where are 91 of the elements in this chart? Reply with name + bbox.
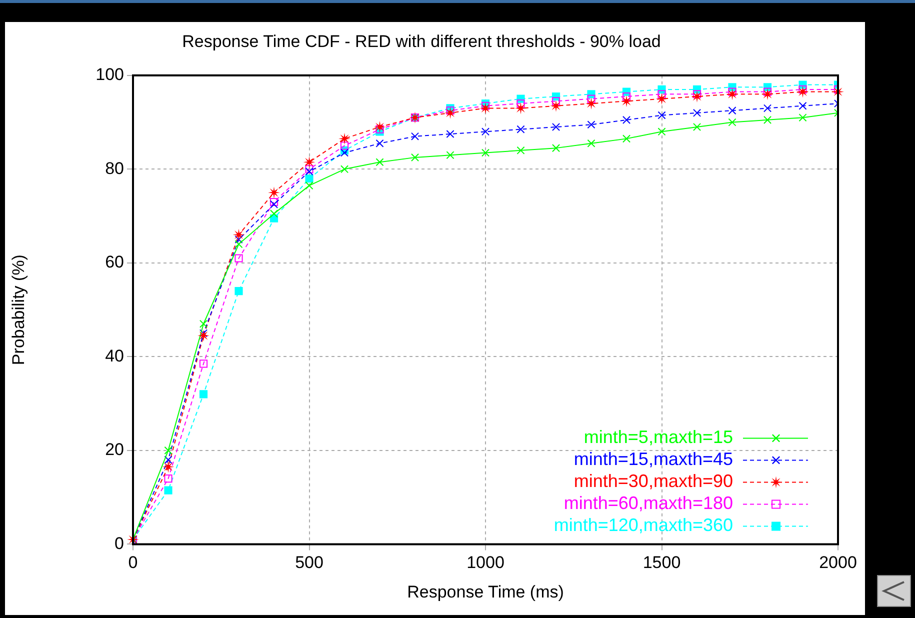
- point: [340, 165, 349, 174]
- point: [481, 128, 490, 136]
- point: [620, 95, 632, 108]
- point: [622, 116, 631, 124]
- point: [198, 330, 210, 342]
- point: [340, 142, 349, 150]
- point: [726, 88, 738, 100]
- point: [164, 474, 172, 483]
- point: [481, 148, 490, 157]
- point: [587, 120, 596, 129]
- point: [376, 158, 384, 166]
- x-tick-label: 500: [295, 553, 324, 572]
- point: [552, 144, 560, 152]
- point: [587, 139, 596, 148]
- point: [199, 320, 208, 328]
- x-axis-title: Response Time (ms): [407, 582, 564, 602]
- point: [656, 92, 668, 105]
- point: [692, 108, 702, 117]
- point: [340, 148, 349, 157]
- point: [234, 254, 243, 262]
- x-tick-label: 1000: [466, 553, 504, 572]
- point: [798, 102, 807, 110]
- legend-label: minth=60,maxth=180: [564, 493, 733, 514]
- point: [376, 139, 384, 148]
- point: [305, 167, 314, 176]
- point: [692, 122, 702, 132]
- y-tick-label: 80: [105, 158, 124, 178]
- point: [303, 156, 316, 168]
- point: [763, 88, 772, 96]
- y-tick-label: 100: [96, 65, 124, 84]
- point: [622, 134, 631, 143]
- x-tick-label: 0: [128, 553, 138, 572]
- point: [199, 360, 208, 368]
- point: [164, 446, 172, 454]
- point: [762, 88, 774, 100]
- point: [374, 120, 386, 133]
- point: [164, 456, 172, 464]
- y-tick-label: 20: [105, 440, 124, 460]
- point: [162, 460, 174, 473]
- point: [234, 240, 243, 248]
- point: [164, 486, 172, 494]
- point: [305, 174, 314, 183]
- point: [514, 102, 527, 114]
- point: [305, 182, 314, 190]
- x-tick-label: 2000: [819, 553, 857, 572]
- point: [234, 235, 243, 244]
- legend-label: minth=5,maxth=15: [584, 427, 733, 448]
- point: [728, 118, 736, 126]
- point: [446, 130, 454, 138]
- point: [587, 94, 596, 103]
- point: [691, 90, 703, 102]
- point: [516, 99, 525, 108]
- point: [444, 106, 456, 119]
- point: [763, 116, 772, 124]
- point: [796, 86, 809, 98]
- point: [480, 102, 492, 114]
- point: [446, 151, 454, 160]
- legend-label: minth=30,maxth=90: [574, 471, 733, 492]
- x-tick-label: 1500: [642, 553, 681, 572]
- point: [234, 287, 243, 296]
- point: [552, 122, 560, 132]
- y-tick-label: 60: [105, 252, 124, 272]
- point: [232, 228, 245, 241]
- point: [692, 90, 702, 98]
- point: [798, 114, 807, 122]
- point: [585, 98, 598, 110]
- chart-title: Response Time CDF - RED with different thresholds - 90% load: [182, 32, 661, 51]
- point: [728, 106, 736, 115]
- point: [658, 111, 666, 120]
- point: [410, 132, 420, 140]
- point: [550, 100, 562, 112]
- point: [763, 104, 772, 112]
- point: [305, 165, 314, 174]
- y-axis-title: Probability (%): [8, 254, 28, 366]
- point: [270, 198, 278, 206]
- point: [410, 153, 420, 162]
- y-tick-label: 0: [114, 534, 124, 553]
- point: [338, 132, 350, 145]
- legend-label: minth=120,maxth=360: [554, 515, 733, 536]
- point: [516, 146, 525, 154]
- point: [199, 390, 208, 398]
- y-tick-label: 40: [105, 346, 124, 366]
- point: [658, 128, 666, 136]
- point: [516, 125, 525, 134]
- legend-label: minth=15,maxth=45: [574, 449, 733, 470]
- point: [622, 92, 631, 101]
- point: [270, 210, 278, 218]
- point: [268, 186, 280, 199]
- point: [270, 200, 278, 208]
- point: [658, 90, 666, 98]
- point: [552, 97, 560, 106]
